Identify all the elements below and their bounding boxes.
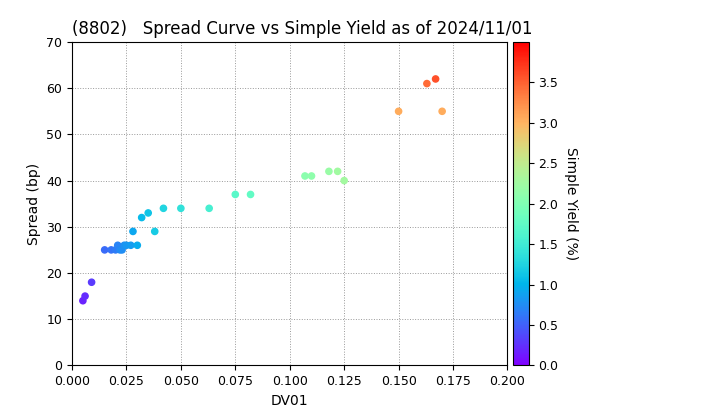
Point [421,80,433,87]
Text: (8802)   Spread Curve vs Simple Yield as of 2024/11/01: (8802) Spread Curve vs Simple Yield as o… [72,20,533,38]
Point [114,247,126,253]
Point [136,214,148,221]
Point [121,242,132,249]
Point [149,228,161,235]
Y-axis label: Simple Yield (%): Simple Yield (%) [564,147,578,260]
X-axis label: DV01: DV01 [271,394,309,408]
Point [143,210,154,216]
Point [245,191,256,198]
Point [332,168,343,175]
Point [393,108,405,115]
Point [86,279,97,286]
Point [300,173,311,179]
Point [158,205,169,212]
Point [79,293,91,299]
Point [323,168,335,175]
Point [204,205,215,212]
Point [306,173,318,179]
Point [127,228,139,235]
Y-axis label: Spread (bp): Spread (bp) [27,163,41,245]
Point [77,297,89,304]
Point [117,247,128,253]
Point [112,242,124,249]
Point [99,247,110,253]
Point [109,247,121,253]
Point [125,242,137,249]
Point [105,247,117,253]
Point [230,191,241,198]
Point [132,242,143,249]
Point [119,242,130,249]
Point [430,76,441,82]
Point [175,205,186,212]
Point [436,108,448,115]
Point [338,177,350,184]
